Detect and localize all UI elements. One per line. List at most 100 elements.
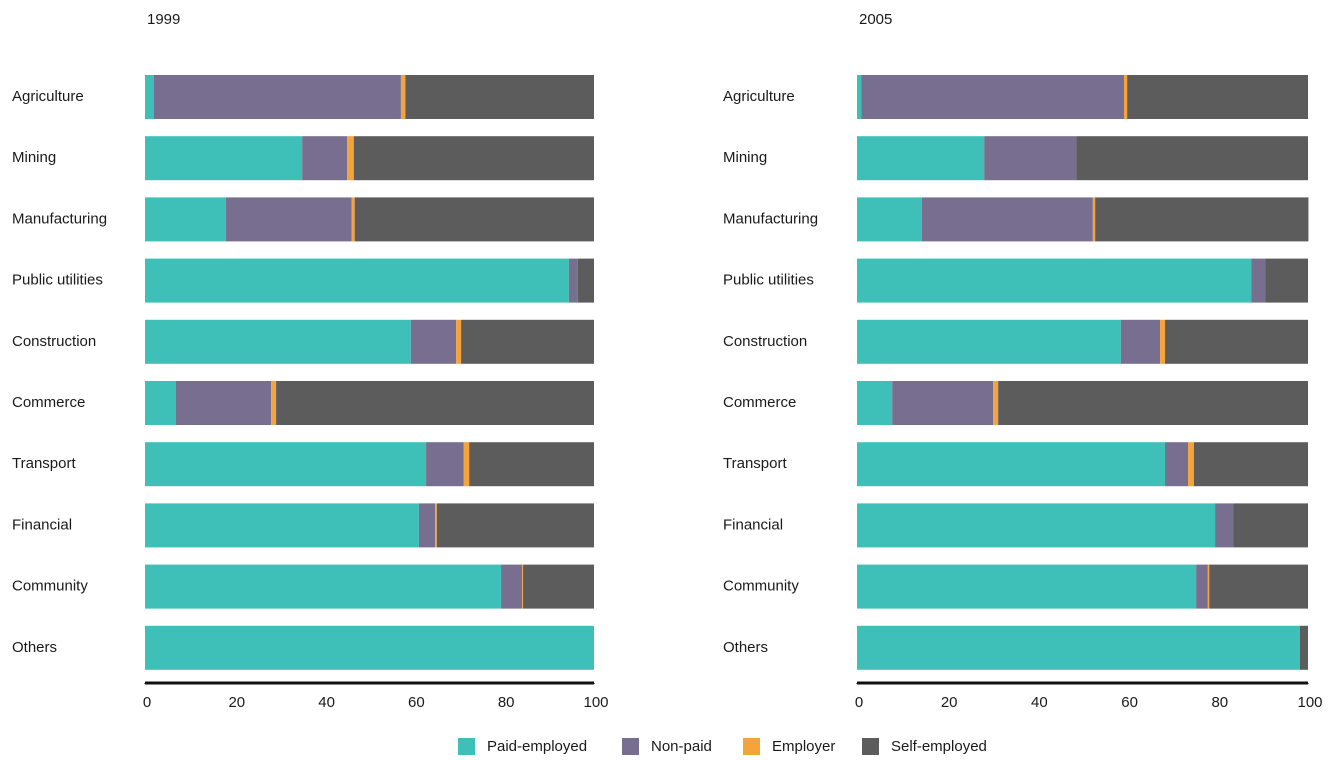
bar-segment: [351, 197, 355, 242]
y-tick-label: Others: [723, 639, 768, 656]
bar-segment: [225, 197, 352, 242]
y-tick-label: Public utilities: [12, 272, 103, 289]
bar-segment: [577, 258, 594, 303]
x-tick-label: 0: [143, 694, 151, 711]
y-tick-label: Agriculture: [723, 88, 795, 105]
y-tick-label: Commerce: [723, 394, 796, 411]
subplot-title: 1999: [147, 11, 180, 28]
y-tick-label: Manufacturing: [723, 210, 818, 227]
x-tick-label: 60: [1121, 694, 1138, 711]
bar-segment: [1233, 503, 1308, 548]
x-tick-label: 100: [1297, 694, 1322, 711]
x-tick-label: 100: [583, 694, 608, 711]
bar-segment: [1160, 319, 1166, 364]
y-tick-label: Agriculture: [12, 88, 84, 105]
legend-swatch: [743, 738, 760, 755]
bar-segment: [353, 136, 594, 181]
bar-segment: [347, 136, 354, 181]
bar-segment: [463, 442, 470, 487]
bar-segment: [145, 564, 502, 609]
y-tick-label: Others: [12, 639, 57, 656]
bar-segment: [1123, 75, 1128, 119]
y-tick-label: Construction: [12, 333, 96, 350]
bar-segment: [857, 381, 893, 425]
x-tick-label: 80: [498, 694, 515, 711]
y-tick-label: Transport: [723, 455, 787, 472]
bar-segment: [436, 503, 594, 548]
bar-segment: [1120, 319, 1161, 364]
bar-segment: [145, 442, 427, 487]
bar-segment: [1127, 75, 1308, 119]
bar-segment: [418, 503, 436, 548]
bar-segment: [1215, 503, 1234, 548]
bar-segment: [1193, 442, 1308, 487]
bar-segment: [921, 197, 1093, 242]
bar-segment: [998, 381, 1308, 425]
bar-segment: [1092, 197, 1096, 242]
bar-segment: [501, 564, 523, 609]
bar-segment: [857, 564, 1197, 609]
x-tick-label: 60: [408, 694, 425, 711]
bar-segment: [861, 75, 1124, 119]
bar-segment: [271, 381, 277, 425]
y-tick-label: Commerce: [12, 394, 85, 411]
bar-segment: [857, 136, 985, 181]
bar-segment: [426, 442, 464, 487]
bar-segment: [145, 625, 594, 670]
x-tick-label: 20: [941, 694, 958, 711]
x-tick-label: 0: [855, 694, 863, 711]
bar-segment: [1196, 564, 1208, 609]
bar-segment: [456, 319, 462, 364]
y-tick-label: Construction: [723, 333, 807, 350]
legend-swatch: [862, 738, 879, 755]
bar-segment: [1076, 136, 1308, 181]
bar-segment: [1265, 258, 1308, 303]
bar-segment: [984, 136, 1077, 181]
bar-segment: [469, 442, 594, 487]
bar-segment: [145, 75, 154, 119]
y-tick-label: Mining: [723, 149, 767, 166]
bar-segment: [400, 75, 406, 119]
y-tick-label: Financial: [12, 516, 72, 533]
x-tick-label: 20: [228, 694, 245, 711]
bar-segment: [1188, 442, 1194, 487]
bar-segment: [522, 564, 524, 609]
bar-segment: [857, 319, 1121, 364]
bar-segment: [302, 136, 348, 181]
bar-segment: [145, 136, 303, 181]
legend-label: Paid-employed: [487, 738, 587, 755]
y-tick-label: Manufacturing: [12, 210, 107, 227]
bar-segment: [857, 75, 862, 119]
bar-segment: [461, 319, 594, 364]
y-tick-label: Mining: [12, 149, 56, 166]
bar-segment: [857, 503, 1216, 548]
bar-segment: [405, 75, 594, 119]
y-tick-label: Community: [723, 578, 799, 595]
x-tick-label: 40: [1031, 694, 1048, 711]
legend-swatch: [458, 738, 475, 755]
x-tick-label: 80: [1211, 694, 1228, 711]
bar-segment: [1165, 319, 1308, 364]
x-tick-label: 40: [318, 694, 335, 711]
bar-segment: [1165, 442, 1189, 487]
bar-segment: [568, 258, 578, 303]
legend-label: Employer: [772, 738, 835, 755]
bar-segment: [993, 381, 999, 425]
bar-segment: [892, 381, 994, 425]
bar-segment: [1207, 564, 1210, 609]
bar-segment: [1209, 564, 1308, 609]
bar-segment: [1251, 258, 1266, 303]
bar-segment: [857, 442, 1166, 487]
bar-segment: [435, 503, 437, 548]
bar-segment: [145, 319, 411, 364]
bar-segment: [145, 381, 176, 425]
y-tick-label: Financial: [723, 516, 783, 533]
bar-segment: [857, 197, 922, 242]
subplot-title: 2005: [859, 11, 892, 28]
bar-segment: [1095, 197, 1309, 242]
bar-segment: [145, 503, 419, 548]
bar-segment: [857, 258, 1252, 303]
bar-segment: [1299, 625, 1308, 670]
y-tick-label: Public utilities: [723, 272, 814, 289]
